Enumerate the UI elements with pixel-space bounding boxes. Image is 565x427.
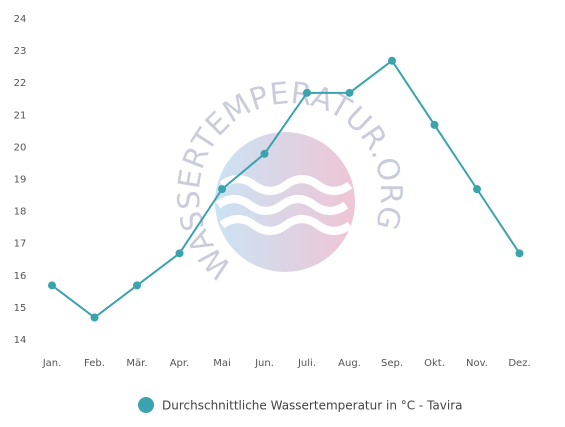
- legend-label: Durchschnittliche Wassertemperatur in °C…: [162, 399, 463, 413]
- y-tick-label: 18: [14, 207, 27, 218]
- x-tick-label: Aug.: [338, 358, 361, 369]
- y-tick-label: 16: [14, 271, 27, 282]
- x-tick-label: Okt.: [424, 358, 445, 369]
- y-tick-label: 23: [14, 46, 27, 57]
- y-tick-label: 19: [14, 175, 27, 186]
- y-tick-label: 22: [14, 78, 27, 89]
- point: [90, 313, 99, 322]
- point: [388, 56, 396, 65]
- x-tick-label: Mai: [213, 358, 231, 369]
- x-tick-label: Feb.: [84, 358, 105, 369]
- point: [515, 249, 524, 258]
- point: [48, 281, 56, 290]
- x-tick-label: Juli.: [297, 358, 316, 369]
- x-tick-label: Jun.: [254, 358, 274, 369]
- y-tick-label: 21: [14, 110, 27, 121]
- point: [345, 88, 354, 97]
- y-tick-label: 17: [14, 239, 27, 250]
- point: [473, 185, 481, 194]
- x-tick-label: Mär.: [126, 358, 147, 369]
- y-tick-label: 24: [14, 14, 27, 25]
- x-tick-label: Sep.: [381, 358, 403, 369]
- y-tick-label: 15: [14, 303, 27, 314]
- x-tick-label: Dez.: [508, 358, 530, 369]
- watermark: WASSERTEMPERATUR.ORG: [171, 75, 406, 285]
- y-tick-label: 14: [14, 335, 27, 346]
- x-tick-label: Apr.: [170, 358, 190, 369]
- point: [175, 249, 184, 258]
- watermark-waves: [215, 175, 353, 235]
- point: [430, 120, 439, 129]
- point: [218, 185, 226, 194]
- line: [51, 59, 521, 319]
- point: [303, 88, 311, 97]
- x-tick-label: Jan.: [42, 358, 62, 369]
- y-tick-label: 20: [14, 142, 27, 153]
- legend-marker: [138, 397, 154, 413]
- point: [133, 281, 141, 290]
- point: [260, 149, 269, 158]
- x-tick-label: Nov.: [466, 358, 488, 369]
